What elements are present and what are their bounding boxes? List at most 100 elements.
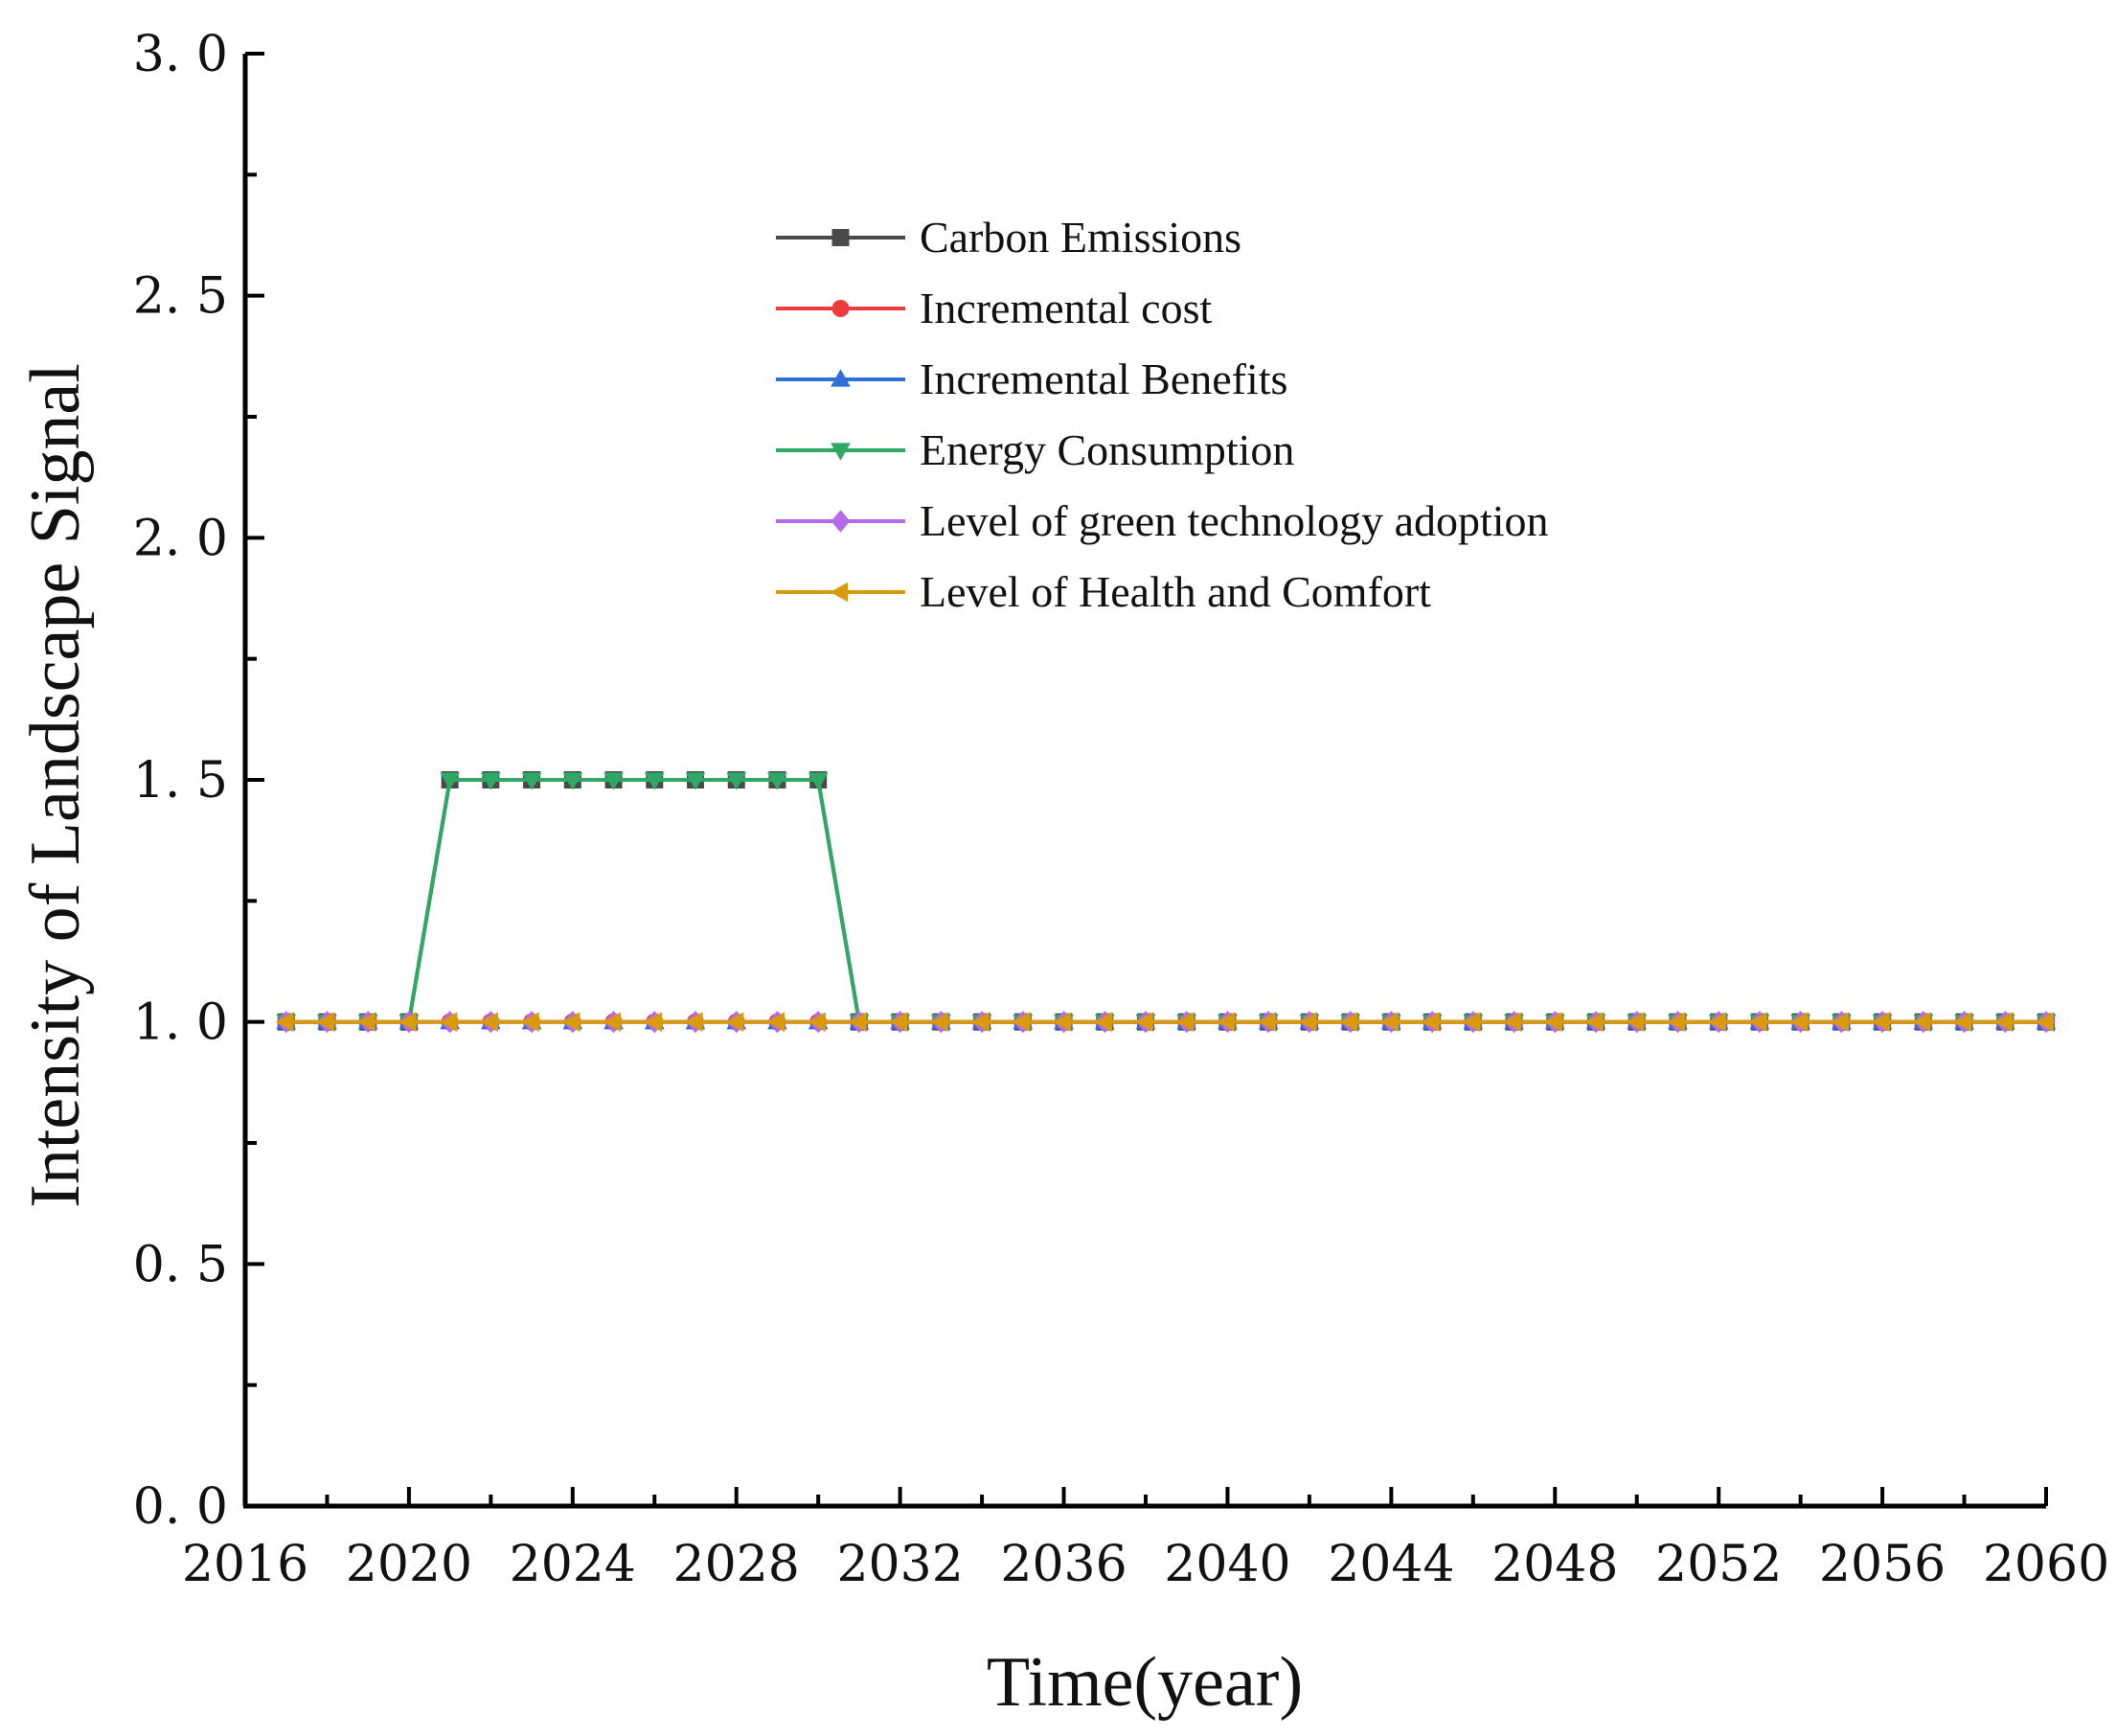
data-point <box>808 772 829 790</box>
legend-swatch-marker <box>831 300 850 317</box>
series-carbon-emissions <box>277 771 2055 1031</box>
x-tick-label: 2048 <box>1491 1536 1618 1593</box>
data-point <box>1953 1012 1972 1033</box>
data-point <box>1872 1012 1890 1033</box>
data-point <box>1708 1012 1726 1033</box>
data-point <box>521 772 542 790</box>
x-axis-title: Time(year) <box>987 1643 1303 1722</box>
data-point <box>644 1012 662 1033</box>
data-point <box>521 1012 539 1033</box>
legend-label: Incremental Benefits <box>920 354 1287 403</box>
data-point <box>562 772 583 790</box>
x-tick-label: 2024 <box>510 1536 636 1593</box>
data-point <box>1094 1012 1112 1033</box>
data-point <box>1585 1012 1604 1033</box>
x-tick-label: 2040 <box>1164 1536 1290 1593</box>
x-tick-label: 2056 <box>1819 1536 1946 1593</box>
data-point <box>971 1012 990 1033</box>
legend-item: Carbon Emissions <box>776 213 1241 262</box>
x-tick-label: 2052 <box>1655 1536 1782 1593</box>
data-point <box>725 1012 744 1033</box>
data-point <box>1789 1012 1809 1033</box>
data-point <box>766 1012 785 1033</box>
legend-label: Level of green technology adoption <box>920 496 1549 545</box>
data-point <box>275 1012 294 1033</box>
y-tick-label: 3. 0 <box>133 26 228 83</box>
legend-label: Carbon Emissions <box>920 213 1241 262</box>
data-point <box>1013 1012 1031 1033</box>
data-point <box>849 1012 867 1033</box>
series-energy-consumption <box>276 772 2057 1033</box>
data-point <box>439 1012 458 1033</box>
legend-item: Energy Consumption <box>776 425 1294 474</box>
data-point <box>316 1012 335 1033</box>
data-point <box>440 772 460 790</box>
y-tick-label: 2. 0 <box>133 510 228 567</box>
y-tick-label: 2. 5 <box>133 268 228 326</box>
x-tick-label: 2020 <box>346 1536 472 1593</box>
legend-item: Level of Health and Comfort <box>776 567 1431 616</box>
legend-swatch-marker <box>830 582 849 603</box>
y-tick-label: 0. 0 <box>133 1478 228 1536</box>
y-tick-label: 1. 0 <box>133 994 228 1052</box>
data-point <box>930 1012 949 1033</box>
data-point <box>767 772 787 790</box>
data-point <box>889 1012 908 1033</box>
series-level-of-health-and-comfort <box>275 1012 2054 1033</box>
data-point <box>481 772 501 790</box>
data-point <box>562 1012 580 1033</box>
series-layer <box>275 771 2057 1034</box>
data-point <box>1422 1012 1440 1033</box>
data-point <box>1053 1012 1072 1033</box>
legend-swatch-marker <box>831 229 850 246</box>
legend-label: Level of Health and Comfort <box>920 567 1431 616</box>
data-point <box>1667 1012 1686 1033</box>
data-point <box>1380 1012 1400 1033</box>
legend-swatch-marker <box>831 510 851 533</box>
legend-swatch-marker <box>831 369 851 387</box>
data-point <box>685 772 706 790</box>
legend-item: Level of green technology adoption <box>776 496 1549 545</box>
x-tick-label: 2016 <box>182 1536 308 1593</box>
legend-label: Incremental cost <box>920 284 1212 332</box>
data-point <box>1258 1012 1276 1033</box>
data-point <box>1626 1012 1645 1033</box>
data-point <box>1913 1012 1931 1033</box>
x-tick-label: 2036 <box>1000 1536 1127 1593</box>
data-point <box>1299 1012 1317 1033</box>
data-point <box>398 1012 417 1033</box>
data-point <box>1463 1012 1481 1033</box>
data-point <box>1544 1012 1562 1033</box>
data-point <box>357 1012 376 1033</box>
data-point <box>726 772 747 790</box>
data-point <box>2036 1012 2054 1033</box>
x-tick-label: 2032 <box>836 1536 963 1593</box>
axes: 0. 0 0. 5 1. 0 1. 5 2. 0 2. 5 3. 0 2016 2020 2024… <box>133 26 2109 1593</box>
y-tick-label: 0. 5 <box>133 1236 228 1293</box>
data-point <box>1749 1012 1767 1033</box>
data-point <box>603 772 624 790</box>
legend: Carbon Emissions Incremental cost Incremen… <box>776 213 1549 616</box>
series-line <box>285 778 2046 1024</box>
legend-item: Incremental cost <box>776 284 1212 332</box>
data-point <box>808 1012 826 1033</box>
data-point <box>1135 1012 1153 1033</box>
data-point <box>1503 1012 1522 1033</box>
data-point <box>1217 1012 1236 1033</box>
x-tick-label: 2044 <box>1328 1536 1454 1593</box>
legend-swatch-marker <box>831 443 851 461</box>
x-tick-label: 2028 <box>673 1536 800 1593</box>
x-tick-label: 2060 <box>1983 1536 2109 1593</box>
data-point <box>603 1012 622 1033</box>
data-point <box>1339 1012 1358 1033</box>
legend-item: Incremental Benefits <box>776 354 1287 403</box>
data-point <box>480 1012 499 1033</box>
data-point <box>1831 1012 1850 1033</box>
data-point <box>1994 1012 2013 1033</box>
legend-label: Energy Consumption <box>920 425 1294 474</box>
y-tick-label: 1. 5 <box>133 752 228 810</box>
y-axis-title: Intensity of Landscape Signal <box>16 363 95 1208</box>
data-point <box>644 772 665 790</box>
data-point <box>685 1012 703 1033</box>
